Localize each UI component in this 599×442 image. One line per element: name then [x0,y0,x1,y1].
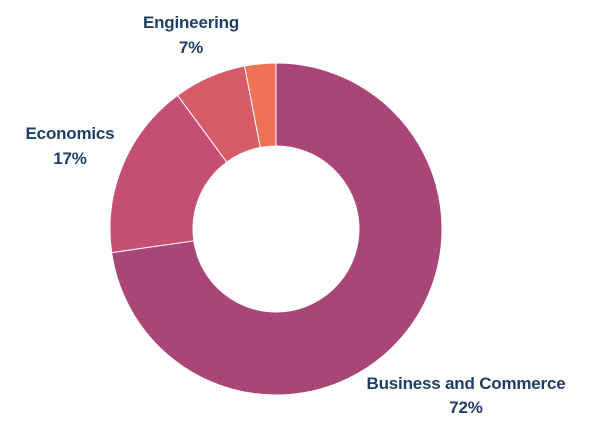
label-name-engineering: Engineering [143,13,239,32]
label-value-engineering: 7% [179,38,203,57]
slice-unlabeled [243,62,277,149]
donut-slices [109,62,443,396]
slice-business-and-commerce [111,62,443,396]
label-value-business-and-commerce: 72% [449,398,483,417]
label-name-economics: Economics [26,124,115,143]
label-value-economics: 17% [53,149,87,168]
label-name-business-and-commerce: Business and Commerce [367,374,566,393]
slice-economics [109,94,228,254]
